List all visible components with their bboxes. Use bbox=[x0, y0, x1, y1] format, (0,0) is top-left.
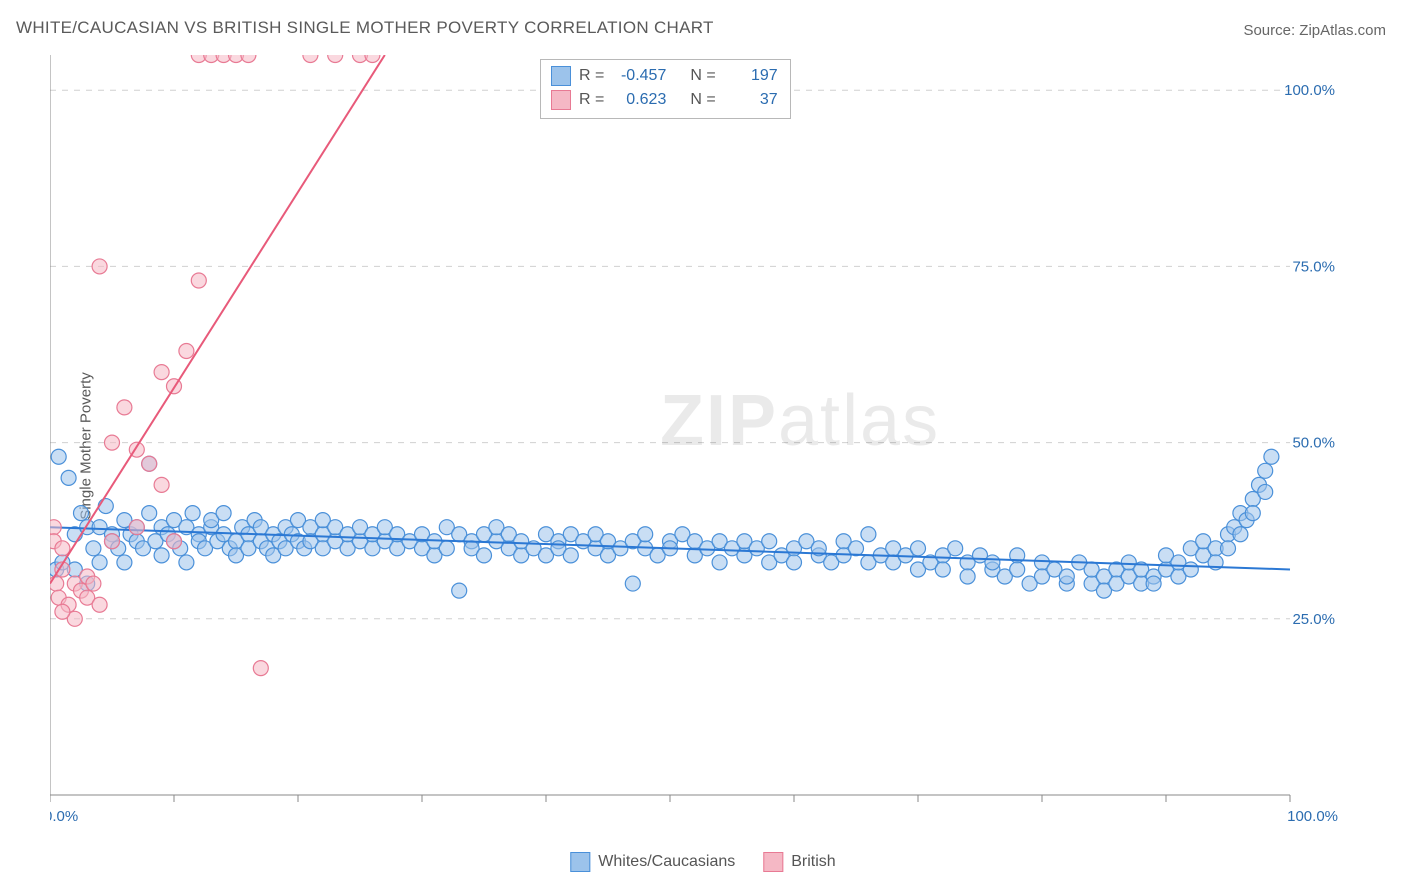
r-label: R = bbox=[579, 88, 604, 112]
n-label: N = bbox=[690, 64, 715, 88]
plot-svg: 25.0% 50.0% 75.0% 100.0% 0.0% 100.0% bbox=[50, 55, 1340, 825]
swatch-icon bbox=[570, 852, 590, 872]
svg-text:100.0%: 100.0% bbox=[1287, 808, 1338, 825]
n-value: 37 bbox=[724, 88, 778, 112]
source-label: Source: ZipAtlas.com bbox=[1243, 22, 1386, 39]
swatch-icon bbox=[551, 66, 571, 86]
svg-text:75.0%: 75.0% bbox=[1292, 258, 1335, 275]
chart-title: WHITE/CAUCASIAN VS BRITISH SINGLE MOTHER… bbox=[16, 18, 714, 38]
n-value: 197 bbox=[724, 64, 778, 88]
stat-row: R = 0.623 N = 37 bbox=[551, 88, 778, 112]
svg-text:50.0%: 50.0% bbox=[1292, 435, 1335, 452]
n-label: N = bbox=[690, 88, 715, 112]
stat-legend-box: R = -0.457 N = 197 R = 0.623 N = 37 bbox=[540, 59, 791, 119]
svg-text:25.0%: 25.0% bbox=[1292, 611, 1335, 628]
bottom-legend: Whites/Caucasians British bbox=[570, 852, 835, 872]
legend-item: Whites/Caucasians bbox=[570, 852, 735, 872]
legend-label: British bbox=[791, 853, 835, 871]
legend-item: British bbox=[763, 852, 835, 872]
stat-row: R = -0.457 N = 197 bbox=[551, 64, 778, 88]
svg-text:100.0%: 100.0% bbox=[1284, 82, 1335, 99]
swatch-icon bbox=[551, 90, 571, 110]
r-value: -0.457 bbox=[612, 64, 666, 88]
svg-text:0.0%: 0.0% bbox=[50, 808, 78, 825]
correlation-chart: WHITE/CAUCASIAN VS BRITISH SINGLE MOTHER… bbox=[0, 0, 1406, 892]
legend-label: Whites/Caucasians bbox=[598, 853, 735, 871]
r-value: 0.623 bbox=[612, 88, 666, 112]
swatch-icon bbox=[763, 852, 783, 872]
r-label: R = bbox=[579, 64, 604, 88]
